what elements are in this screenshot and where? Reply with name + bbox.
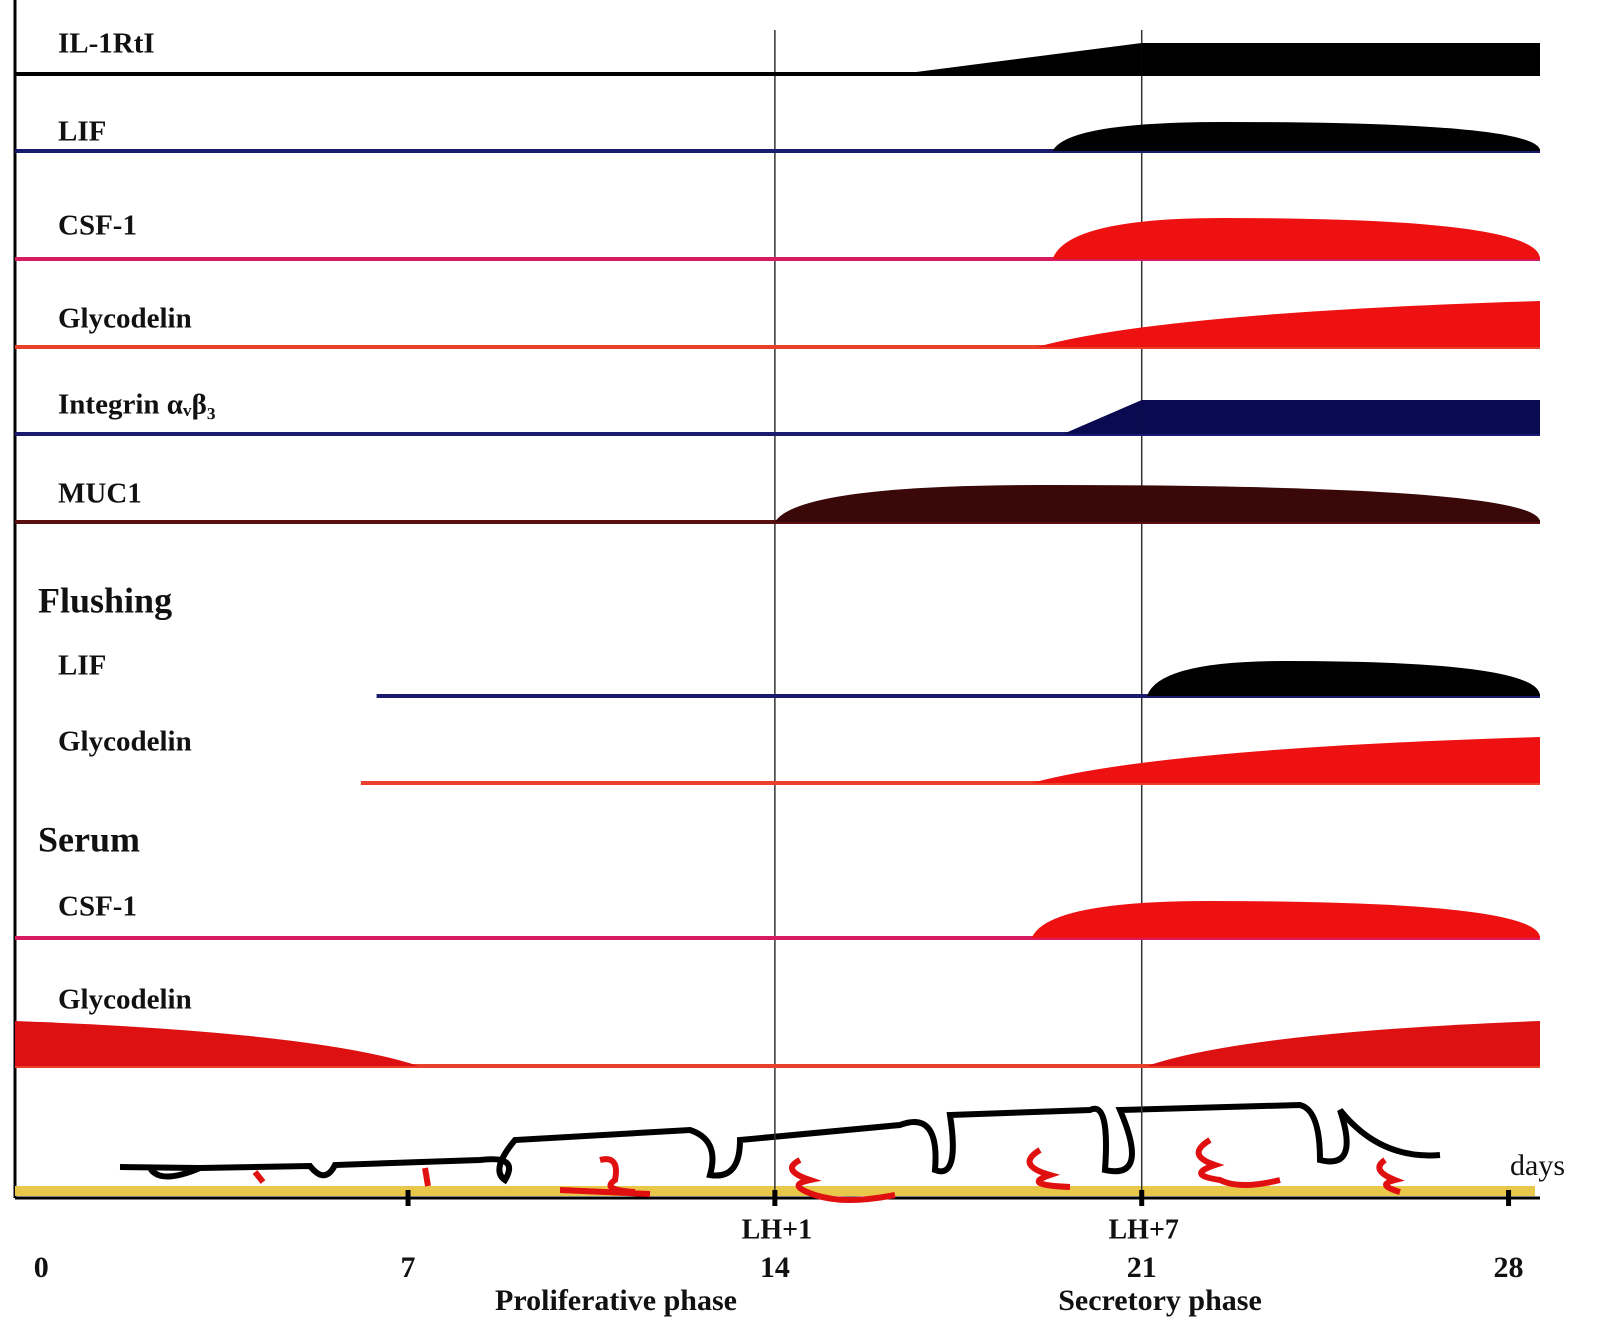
expression-ramp [1063,400,1142,434]
expression-dome [1032,901,1540,938]
row-label: CSF-1 [58,891,137,923]
x-tick-label: 7 [401,1251,416,1284]
expression-rise [1147,1021,1540,1066]
section-title: Serum [38,819,140,859]
row-label: CSF-1 [58,210,137,242]
x-tick-label: 28 [1494,1251,1524,1284]
expression-ramp [901,43,1142,74]
row-label: Integrin αᵥβ₃ [58,389,216,421]
row-label: LIF [58,116,106,148]
epithelium-surface [120,1105,1440,1180]
x-unit-label: days [1510,1149,1565,1182]
expression-block [1142,400,1540,434]
row-label: Glycodelin [58,984,192,1016]
expression-dome [1147,661,1540,696]
phase-label: Proliferative phase [495,1284,737,1317]
row-label: Glycodelin [58,303,192,335]
expression-rise [1037,301,1540,347]
phase-marker-label: LH+1 [742,1214,812,1245]
chart: Proliferative phase Secretory phase days… [0,0,1612,1321]
section-title: Flushing [38,580,172,620]
phase-label: Secretory phase [1058,1284,1262,1317]
x-tick-label: 14 [760,1251,790,1284]
row-label: MUC1 [58,478,142,510]
row-label: Glycodelin [58,726,192,758]
phase-marker-label: LH+7 [1109,1214,1179,1245]
row-label: IL-1RtI [58,28,155,60]
expression-dome [775,485,1540,522]
x-tick-label: 0 [34,1251,49,1284]
expression-rise [1032,737,1540,783]
x-tick-label: 21 [1127,1251,1157,1284]
expression-dome [1053,122,1540,151]
expression-dome [1053,218,1540,259]
expression-fall [15,1021,419,1066]
row-label: LIF [58,650,106,682]
expression-block [1142,43,1540,74]
